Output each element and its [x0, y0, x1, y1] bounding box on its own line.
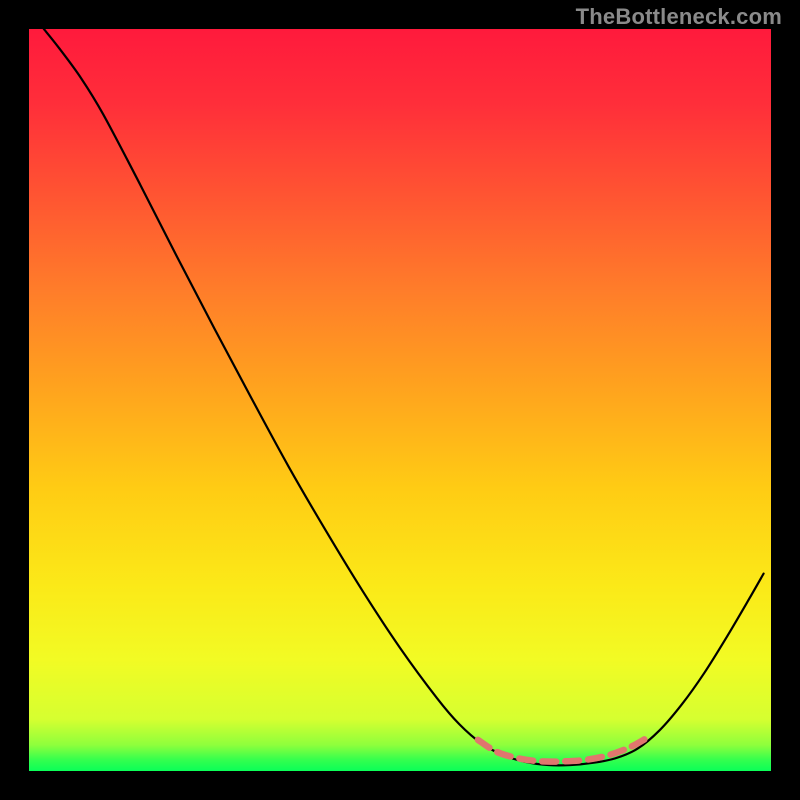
chart-root: TheBottleneck.com	[0, 0, 800, 800]
watermark-text: TheBottleneck.com	[576, 4, 782, 30]
plot-background-gradient	[29, 29, 771, 771]
chart-svg	[0, 0, 800, 800]
